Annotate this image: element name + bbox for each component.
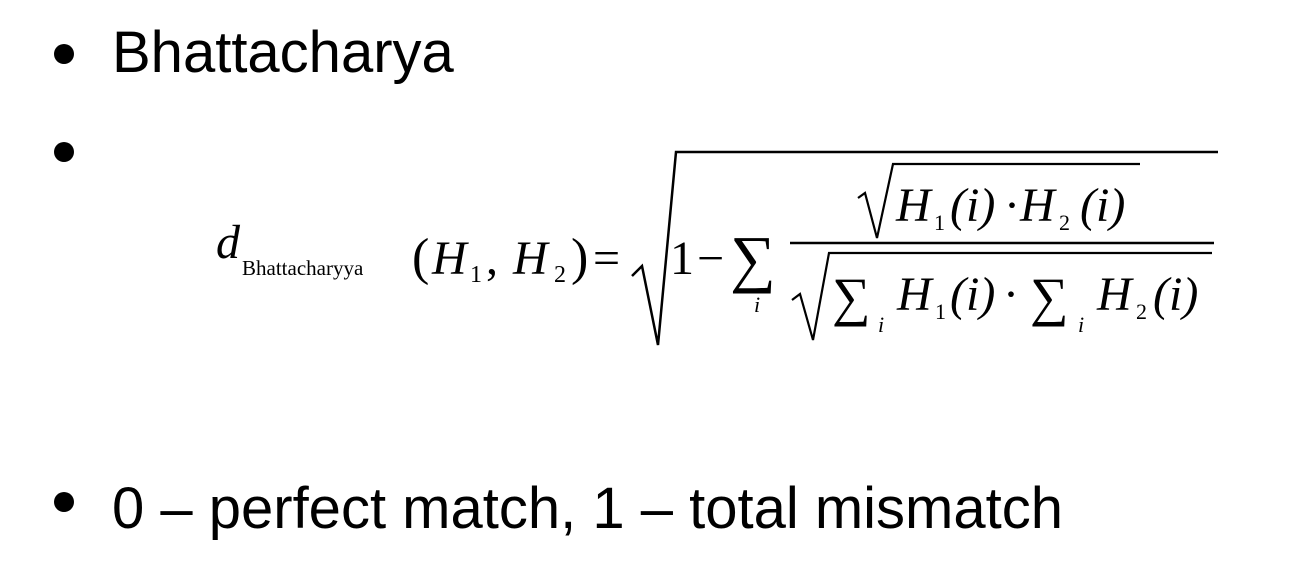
den-h2: H [1096, 268, 1134, 321]
denominator-sqrt-sign [791, 251, 1212, 341]
formula-d: d [216, 216, 241, 269]
formula-h2-sub: 2 [554, 262, 566, 288]
formula-equals: = [593, 232, 620, 285]
formula-h1-sub: 1 [470, 262, 482, 288]
outer-sqrt-sign [631, 150, 1218, 346]
formula-sum-index: i [754, 292, 760, 317]
numerator-sqrt-sign [857, 162, 1140, 239]
formula-subscript: Bhattacharyya [242, 256, 364, 280]
den-dot: · [1003, 268, 1019, 321]
num-arg-1: (i) [950, 179, 995, 232]
num-h2: H [1019, 179, 1057, 232]
den-arg-2: (i) [1153, 268, 1198, 321]
bullet-marker [54, 44, 74, 64]
num-h2-sub: 2 [1059, 210, 1070, 235]
den-sum-2-index: i [1078, 312, 1084, 337]
den-arg-1: (i) [950, 268, 995, 321]
formula-comma: , [486, 232, 498, 285]
num-arg-2: (i) [1080, 179, 1125, 232]
den-sum-1-index: i [878, 312, 884, 337]
bullet-marker [54, 492, 74, 512]
formula-h1: H [431, 232, 469, 285]
den-h1: H [896, 268, 934, 321]
bullet-marker [54, 142, 74, 162]
num-h1: H [895, 179, 933, 232]
formula-minus: − [697, 232, 724, 285]
den-h2-sub: 2 [1136, 299, 1147, 324]
formula-h2: H [512, 232, 550, 285]
formula-one: 1 [670, 232, 694, 285]
num-h1-sub: 1 [934, 210, 945, 235]
den-sum-2: ∑ [1030, 267, 1069, 327]
formula-sum: ∑ [730, 223, 776, 294]
den-sum-1: ∑ [832, 267, 871, 327]
bullet-text-match-range: 0 – perfect match, 1 – total mismatch [112, 476, 1063, 541]
bullet-text-bhattacharya: Bhattacharya [112, 20, 454, 85]
formula-open-paren: ( [412, 229, 429, 286]
den-h1-sub: 1 [935, 299, 946, 324]
formula-close-paren: ) [571, 229, 588, 286]
num-dot: · [1004, 179, 1020, 232]
